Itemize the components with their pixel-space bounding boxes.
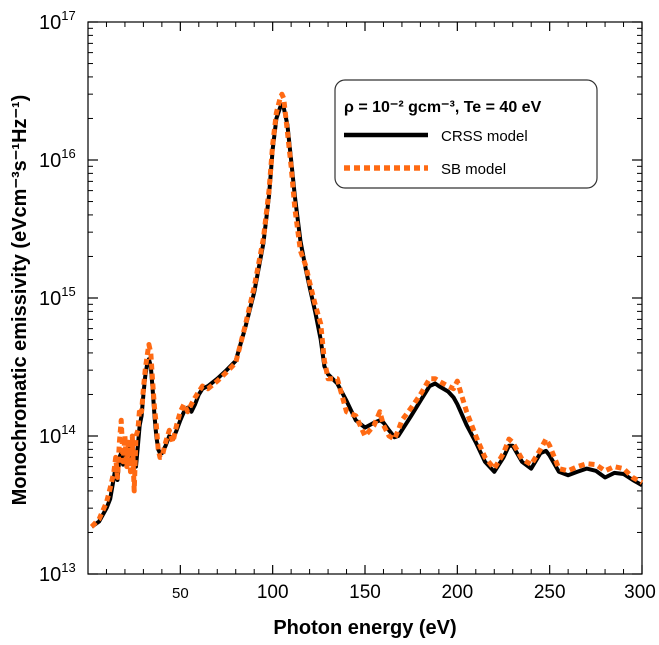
minor-ticks [88,22,642,574]
y-axis-ticks: 1013 1014 1015 1016 1017 [39,8,642,586]
y-tick-label: 1014 [39,422,76,448]
legend-label-sb: SB model [441,161,506,178]
x-tick-label: 50 [172,585,189,602]
series-layer [89,91,644,529]
x-axis-title: Photon energy (eV) [273,617,456,639]
legend-title: ρ = 10⁻² gcm⁻³, Te = 40 eV [344,99,542,116]
legend-label-crss: CRSS model [441,128,528,145]
x-tick-label: 300 [624,582,656,603]
x-tick-label: 200 [441,582,473,603]
x-tick-label: 100 [257,582,289,603]
legend-box [334,79,598,189]
y-tick-label: 1015 [39,284,76,310]
x-tick-label: 250 [534,582,566,603]
y-tick-label: 1013 [39,560,76,586]
legend: ρ = 10⁻² gcm⁻³, Te = 40 eV CRSS model SB… [334,79,598,189]
y-axis-title: Monochromatic emissivity (eVcm⁻³s⁻¹Hz⁻¹) [9,95,31,506]
y-tick-label: 1017 [39,8,76,34]
series-line-sb [89,91,644,529]
x-tick-label: 150 [349,582,381,603]
x-axis-ticks: 50 100 150 200 250 300 [172,22,656,603]
y-tick-label: 1016 [39,146,76,172]
